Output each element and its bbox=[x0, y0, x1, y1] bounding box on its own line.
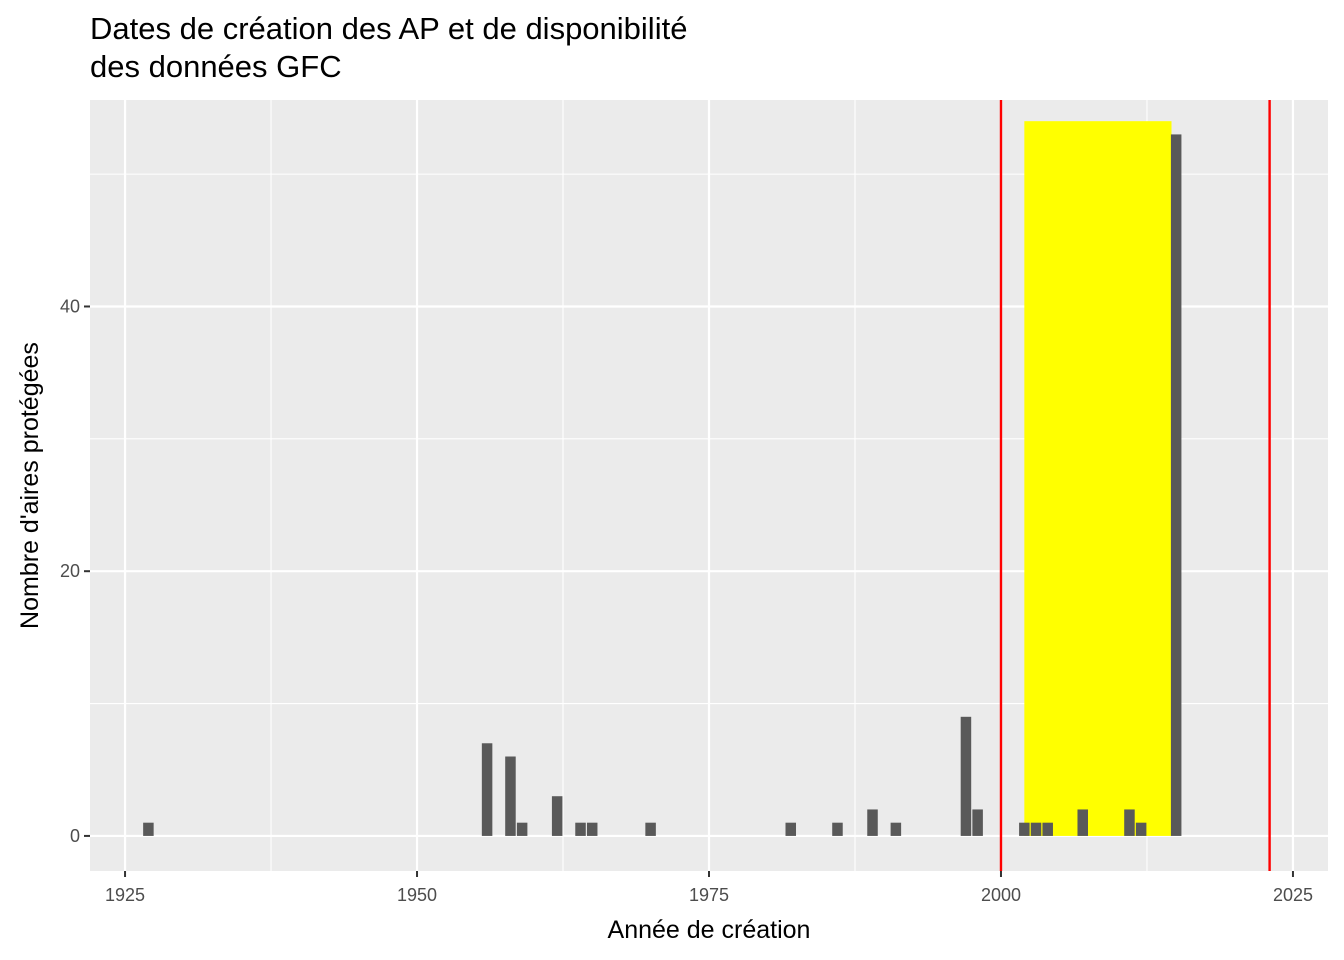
y-axis-title: Nombre d'aires protégées bbox=[16, 342, 44, 629]
bar-1958 bbox=[505, 756, 516, 836]
bar-1982 bbox=[785, 822, 797, 836]
bar-2002 bbox=[1019, 822, 1030, 836]
x-axis-title: Année de création bbox=[608, 916, 811, 944]
x-tick-label: 1925 bbox=[105, 885, 145, 905]
reference-lines bbox=[999, 100, 1271, 871]
bar-1962 bbox=[551, 796, 563, 836]
bar-2004 bbox=[1042, 822, 1053, 836]
chart-title: Dates de création des AP et de disponibi… bbox=[90, 11, 688, 84]
bar-1959 bbox=[516, 822, 528, 836]
bar-1997 bbox=[960, 716, 972, 836]
x-tick-label: 1950 bbox=[397, 885, 437, 905]
x-tick-label: 1975 bbox=[689, 885, 729, 905]
bar-1956 bbox=[481, 743, 493, 836]
gfc-availability-highlight bbox=[1024, 121, 1172, 836]
bar-1965 bbox=[586, 822, 598, 836]
y-tick-label: 0 bbox=[70, 826, 80, 846]
bar-1964 bbox=[575, 822, 586, 836]
bar-2011 bbox=[1124, 809, 1135, 836]
bar-1970 bbox=[645, 822, 656, 836]
bar-1991 bbox=[890, 822, 902, 836]
y-tick-label: 20 bbox=[60, 561, 80, 581]
bar-1989 bbox=[867, 809, 878, 836]
x-tick-label: 2000 bbox=[981, 885, 1021, 905]
axes: 1925 1950 1975 2000 2025 0 20 40 bbox=[60, 296, 1313, 905]
bar-1998 bbox=[972, 809, 983, 836]
x-tick-label: 2025 bbox=[1273, 885, 1313, 905]
bar-2007 bbox=[1077, 809, 1088, 836]
bar-2012 bbox=[1135, 822, 1147, 836]
bar-1927 bbox=[143, 822, 154, 836]
y-tick-label: 40 bbox=[60, 296, 80, 316]
bars-layer bbox=[143, 121, 1182, 836]
bar-2003 bbox=[1030, 822, 1042, 836]
bar-1986 bbox=[832, 822, 843, 836]
bar-2015 bbox=[1170, 134, 1182, 836]
